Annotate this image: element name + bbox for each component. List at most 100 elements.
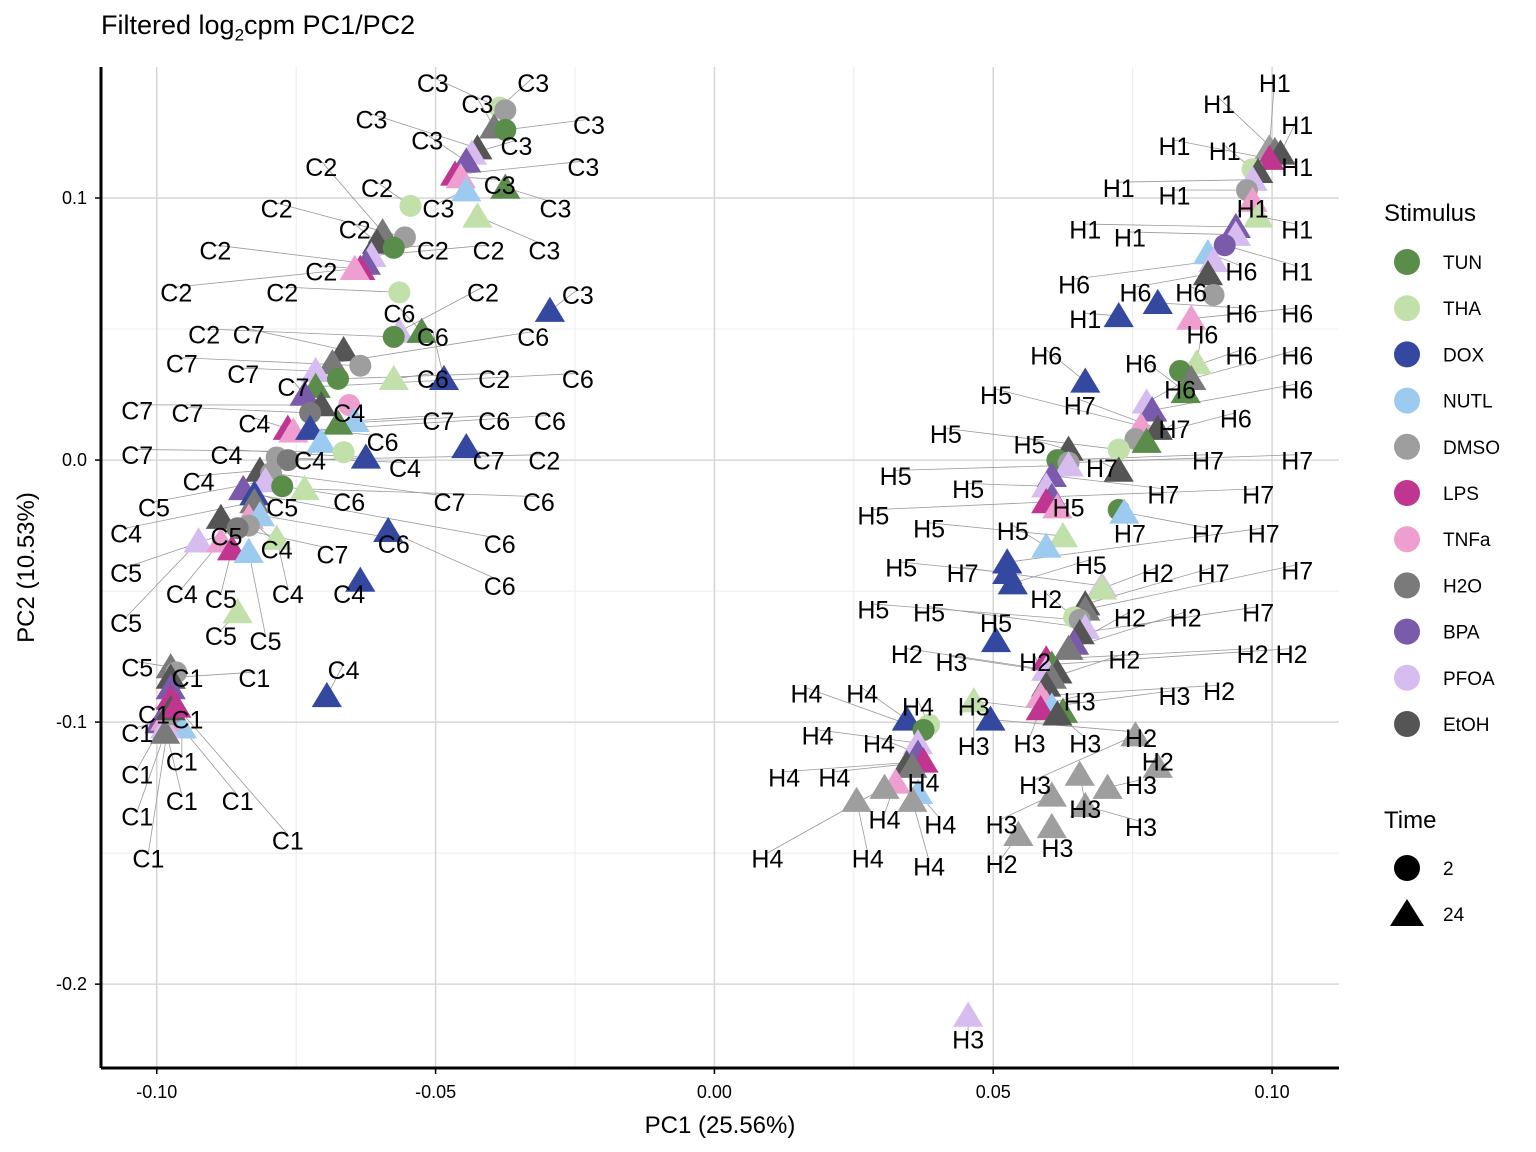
leader-line (254, 493, 500, 539)
point-triangle (975, 705, 1006, 731)
legend-item-label: H2O (1443, 576, 1482, 597)
point-label: H6 (1164, 377, 1196, 405)
legend-swatch (1394, 572, 1420, 599)
leader-line (1012, 559, 1091, 584)
point-triangle (378, 364, 409, 391)
point-triangle (490, 173, 521, 199)
point-label: C6 (534, 408, 566, 436)
leader-line (873, 501, 1047, 511)
point-label: H5 (885, 555, 917, 583)
legend-swatch (1394, 295, 1420, 322)
x-axis-title: PC1 (25.56%) (645, 1112, 796, 1139)
point-label: C2 (473, 238, 505, 266)
point-label: C2 (261, 196, 293, 224)
leader-line (945, 428, 1119, 450)
leader-line (248, 551, 266, 636)
point-circle (271, 475, 294, 498)
point-label: H5 (913, 599, 945, 627)
legend-item-label: EtOH (1443, 715, 1489, 736)
point-label: H3 (986, 812, 1018, 840)
point-label: C3 (484, 172, 516, 200)
point-label: C6 (383, 301, 415, 329)
legend-swatch (1394, 387, 1420, 414)
legend-item-label: NUTL (1443, 392, 1493, 413)
point-label: H1 (1281, 112, 1313, 140)
point-label: H5 (980, 382, 1012, 410)
point-label: H3 (1125, 772, 1157, 800)
point-triangle (1142, 414, 1173, 440)
point-label: C2 (478, 366, 510, 394)
point-circle (226, 517, 249, 540)
leader-line (243, 367, 316, 372)
legend-item-label: TNFa (1443, 530, 1491, 551)
point-label: C3 (461, 91, 493, 119)
legend-item-label: THA (1443, 299, 1481, 320)
point-label: C2 (199, 238, 231, 266)
point-label: C5 (210, 523, 242, 551)
point-label: C3 (540, 196, 572, 224)
point-label: C2 (339, 217, 371, 245)
point-label: C6 (417, 324, 449, 352)
leader-line (1140, 357, 1186, 393)
point-label: H1 (1069, 217, 1101, 245)
point-label: C1 (166, 788, 198, 816)
leader-line (204, 328, 394, 338)
point-label: H3 (1064, 688, 1096, 716)
point-label: C2 (305, 154, 337, 182)
point-label: H6 (1225, 259, 1257, 287)
point-label: C4 (294, 447, 326, 475)
point-label: H1 (1281, 217, 1313, 245)
point-label: H2 (1237, 641, 1269, 669)
x-tick-label: -0.10 (136, 1082, 177, 1102)
leader-line (427, 134, 467, 162)
leader-line (929, 522, 1063, 537)
point-label: C7 (277, 374, 309, 402)
point-triangle (1142, 288, 1173, 315)
point-label: H7 (1064, 392, 1096, 420)
point-label: H2 (1203, 678, 1235, 706)
point-label: H5 (913, 515, 945, 543)
leader-line (906, 648, 1047, 671)
point-triangle (534, 296, 566, 322)
point-triangle (222, 598, 253, 624)
point-label: C3 (422, 196, 454, 224)
point-label: C1 (171, 665, 203, 693)
point-triangle (451, 147, 482, 173)
point-label: C7 (233, 322, 265, 350)
point-triangle (897, 752, 928, 778)
point-triangle (1036, 781, 1067, 807)
leader-line (125, 541, 199, 618)
point-label: H6 (1058, 272, 1090, 300)
point-label: H7 (1281, 557, 1313, 585)
point-label: H6 (1125, 350, 1157, 378)
point-label: H4 (852, 846, 884, 874)
point-label: C4 (183, 468, 215, 496)
point-label: H2 (1019, 649, 1051, 677)
point-label: H2 (1276, 641, 1308, 669)
point-label: C1 (121, 804, 153, 832)
leader-line (215, 244, 366, 264)
point-triangle (1036, 812, 1067, 839)
x-tick-label: 0.10 (1255, 1082, 1290, 1102)
label-leader-lines (125, 76, 1298, 1034)
point-label: C2 (467, 280, 499, 308)
leader-line (817, 729, 919, 744)
y-tick-label: -0.1 (56, 712, 87, 732)
leader-line (259, 514, 394, 539)
point-label: H1 (1103, 175, 1135, 203)
point-triangle (1103, 456, 1134, 482)
point-label: H1 (1159, 183, 1191, 211)
point-triangle (295, 414, 326, 440)
point-label: H7 (1242, 599, 1274, 627)
point-label: C4 (333, 400, 365, 428)
point-label: H3 (935, 649, 967, 677)
point-triangle (150, 718, 181, 744)
leader-line (1079, 606, 1259, 634)
point-triangle (1053, 634, 1084, 660)
point-label: H1 (1281, 154, 1313, 182)
legend-shape-triangle (1390, 899, 1424, 926)
point-circle (382, 236, 405, 259)
point-triangle (1053, 451, 1084, 477)
legend-swatch (1394, 433, 1420, 460)
